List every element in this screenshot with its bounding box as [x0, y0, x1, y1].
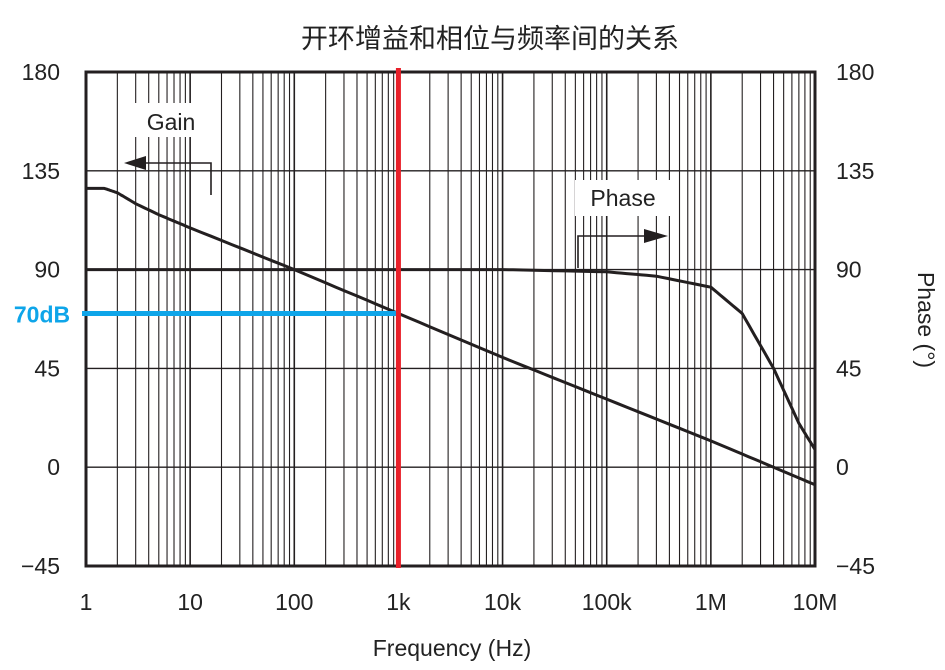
annotations: Gain Phase 70dB [14, 68, 673, 568]
x-tick-label: 10k [484, 589, 522, 615]
x-tick-label: 10M [793, 589, 838, 615]
x-axis-label: Frequency (Hz) [373, 635, 531, 661]
left-tick-label: 135 [22, 158, 60, 184]
curves [86, 186, 817, 487]
right-tick-label: 0 [836, 454, 849, 480]
left-tick-label: 180 [22, 59, 60, 85]
x-tick-label: 10 [177, 589, 203, 615]
right-tick-label: 135 [836, 158, 874, 184]
tick-labels: 1 10 100 1k 10k 100k 1M 10M 180 180 135 135 90 90 45 45… [21, 59, 875, 615]
phase-arrow-right-icon [644, 229, 668, 243]
gain-arrow-left-icon [124, 156, 146, 170]
gain-marker-label: 70dB [14, 302, 70, 328]
phase-bracket [577, 235, 648, 268]
left-tick-label: 0 [47, 454, 60, 480]
left-tick-label: 90 [34, 257, 60, 283]
phase-label: Phase [590, 185, 655, 211]
right-axis-label: Phase (°) [913, 272, 939, 368]
x-tick-label: 1M [695, 589, 727, 615]
plot-frame [84, 70, 817, 568]
right-tick-label: −45 [836, 553, 875, 579]
x-tick-label: 1k [386, 589, 411, 615]
phase-curve [86, 268, 817, 451]
left-tick-label: 45 [34, 355, 60, 381]
gain-bracket [140, 162, 212, 195]
left-tick-label: −45 [21, 553, 60, 579]
x-tick-label: 100k [582, 589, 632, 615]
right-tick-label: 45 [836, 355, 862, 381]
right-tick-label: 180 [836, 59, 874, 85]
gain-label: Gain [147, 109, 196, 135]
x-tick-label: 1 [80, 589, 93, 615]
grid [84, 70, 817, 568]
right-tick-label: 90 [836, 257, 862, 283]
gain-label-bg [130, 103, 212, 137]
phase-label-bg [575, 180, 673, 216]
x-tick-label: 100 [275, 589, 313, 615]
chart-title: 开环增益和相位与频率间的关系 [301, 24, 679, 54]
